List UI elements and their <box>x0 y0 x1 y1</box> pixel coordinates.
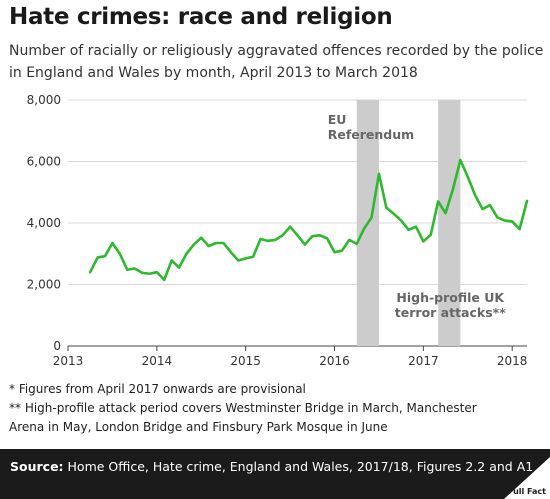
footnote-attack-period-cont: Arena in May, London Bridge and Finsbury… <box>9 420 388 434</box>
terror-attacks-label: High-profile UK terror attacks** <box>395 290 506 320</box>
y-tick-label: 0 <box>53 339 61 353</box>
footnotes: * Figures from April 2017 onwards are pr… <box>9 380 544 437</box>
full-fact-logo-text: Full Fact <box>508 487 546 496</box>
band-label-layer: EU Referendum High-profile UK terror attack… <box>328 112 506 320</box>
chart-title: Hate crimes: race and religion <box>9 4 393 30</box>
terror-attacks-band <box>438 100 461 346</box>
source-footer: Source: Home Office, Hate crime, England… <box>0 449 550 499</box>
offences-line <box>88 158 529 282</box>
y-tick-label: 8,000 <box>27 93 61 107</box>
series-layer <box>88 158 529 282</box>
x-tick-label: 2015 <box>230 354 261 368</box>
footnote-attack-period: ** High-profile attack period covers Wes… <box>9 401 477 415</box>
x-tick-label: 2017 <box>408 354 439 368</box>
source-text: Home Office, Hate crime, England and Wal… <box>67 459 534 474</box>
y-tick-label: 4,000 <box>27 216 61 230</box>
source-line: Source: Home Office, Hate crime, England… <box>10 459 533 474</box>
x-tick-label: 2013 <box>53 354 84 368</box>
chart-subtitle: Number of racially or religiously aggrav… <box>9 43 544 81</box>
line-chart: 0 2,000 4,000 6,000 8,000 2013 2014 2015 2016 201… <box>27 93 529 368</box>
source-label: Source: <box>10 459 64 474</box>
x-tick-label: 2014 <box>142 354 173 368</box>
axis-layer: 0 2,000 4,000 6,000 8,000 2013 2014 2015 2016 201… <box>27 93 528 368</box>
y-tick-label: 6,000 <box>27 155 61 169</box>
y-tick-label: 2,000 <box>27 278 61 292</box>
eu-referendum-label: EU Referendum <box>328 112 414 142</box>
x-tick-label: 2018 <box>497 354 528 368</box>
footnote-provisional: * Figures from April 2017 onwards are pr… <box>9 382 306 396</box>
x-tick-label: 2016 <box>319 354 350 368</box>
full-fact-logo <box>504 457 550 499</box>
